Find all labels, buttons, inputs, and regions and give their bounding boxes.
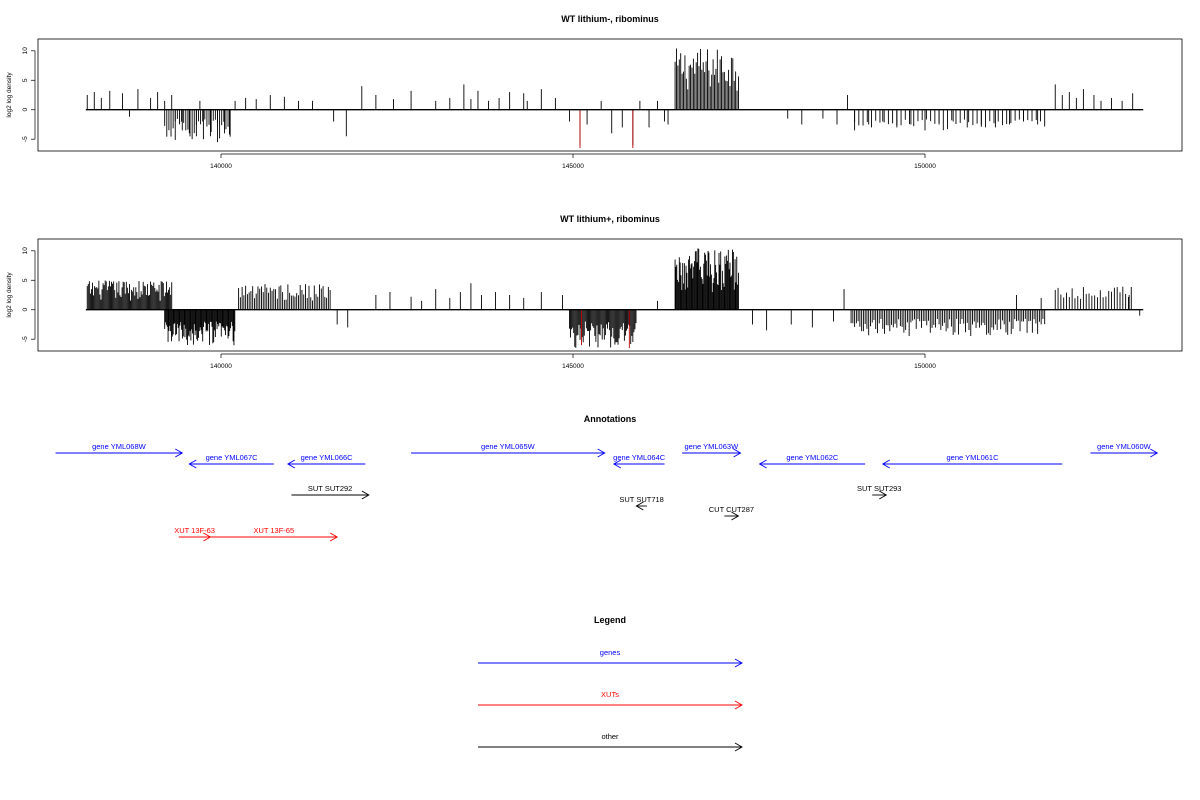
- annotation-gene: gene YML064C: [612, 453, 666, 469]
- annotation-other: SUT SUT292: [291, 484, 370, 500]
- arrow-head: [361, 490, 370, 500]
- legend: Legend genes XUTs other: [478, 615, 743, 752]
- arrow-head: [1150, 448, 1159, 458]
- y-tick-label: 0: [22, 308, 29, 312]
- panel-2-ylabel: log2 log density: [6, 272, 13, 318]
- annotation-label: XUT 13F-65: [253, 526, 294, 535]
- x-tick-label: 150000: [914, 163, 936, 170]
- y-tick-label: -5: [22, 336, 29, 342]
- arrow-head: [734, 700, 743, 710]
- annotation-label: gene YML060W: [1097, 442, 1152, 451]
- legend-item: other: [478, 732, 743, 752]
- legend-title: Legend: [594, 615, 626, 625]
- arrow-head: [612, 459, 622, 469]
- annotation-gene: gene YML060W: [1090, 442, 1159, 458]
- arrow-head: [188, 459, 197, 469]
- panel-2-yaxis: -5 0 5 10: [22, 247, 36, 342]
- arrow-head: [879, 490, 888, 500]
- arrow-head: [758, 459, 767, 469]
- arrow-head: [734, 742, 743, 752]
- x-tick-label: 140000: [210, 163, 232, 170]
- annotation-label: gene YML062C: [786, 453, 839, 462]
- arrow-head: [731, 511, 740, 521]
- annotation-label: gene YML068W: [92, 442, 147, 451]
- y-tick-label: 0: [22, 108, 29, 112]
- panel-1-frame: [37, 38, 1183, 152]
- annotation-gene: gene YML061C: [881, 453, 1063, 469]
- annotation-gene: gene YML066C: [286, 453, 366, 469]
- annotation-label: CUT CUT287: [709, 505, 754, 514]
- annotation-gene: gene YML065W: [411, 442, 606, 458]
- panel-2-frame: [37, 238, 1183, 352]
- x-tick-label: 145000: [562, 363, 584, 370]
- panel-1-bars: [85, 48, 1144, 149]
- arrow-head: [734, 658, 743, 668]
- y-tick-label: -5: [22, 136, 29, 142]
- arrow-head: [175, 448, 184, 458]
- legend-item: XUTs: [478, 690, 743, 710]
- panel-2-xaxis: 140000 145000 150000: [210, 353, 936, 370]
- y-tick-label: 10: [22, 247, 29, 255]
- annotation-label: SUT SUT718: [619, 495, 663, 504]
- x-tick-label: 145000: [562, 163, 584, 170]
- panel-2-title: WT lithium+, ribominus: [560, 214, 660, 224]
- annotation-label: gene YML067C: [206, 453, 259, 462]
- arrow-head: [881, 459, 890, 469]
- y-tick-label: 10: [22, 47, 29, 55]
- legend-label: XUTs: [601, 690, 619, 699]
- annotation-gene: gene YML067C: [188, 453, 274, 469]
- panel-1-xaxis: 140000 145000 150000: [210, 153, 936, 170]
- arrow-head: [286, 459, 296, 469]
- annotation-label: SUT SUT293: [857, 484, 901, 493]
- annotation-label: gene YML064C: [613, 453, 666, 462]
- arrow-head: [733, 448, 742, 458]
- annotation-label: gene YML063W: [685, 442, 740, 451]
- annotation-gene: gene YML063W: [682, 442, 742, 458]
- panel-1-ylabel: log2 log density: [6, 72, 13, 118]
- arrow-head: [329, 532, 339, 542]
- legend-label: other: [601, 732, 619, 741]
- annotation-gene: gene YML068W: [55, 442, 184, 458]
- legend-items: genes XUTs other: [478, 648, 743, 752]
- panel-2-bars: [85, 248, 1144, 349]
- annotation-label: gene YML066C: [301, 453, 354, 462]
- legend-item: genes: [478, 648, 743, 668]
- y-tick-label: 5: [22, 278, 29, 282]
- annotation-xut: XUT 13F-65: [210, 526, 339, 542]
- x-tick-label: 150000: [914, 363, 936, 370]
- annotation-arrows: gene YML068W gene YML067C gene YML066C gene…: [55, 442, 1159, 542]
- annotation-other: CUT CUT287: [709, 505, 754, 521]
- annotations-title: Annotations: [584, 414, 637, 424]
- x-tick-label: 140000: [210, 363, 232, 370]
- panel-2: WT lithium+, ribominus log2 log density …: [6, 214, 1183, 370]
- annotation-label: XUT 13F-63: [174, 526, 215, 535]
- panel-1-title: WT lithium-, ribominus: [561, 14, 659, 24]
- annotation-other: SUT SUT293: [857, 484, 901, 500]
- annotation-label: gene YML061C: [947, 453, 1000, 462]
- panel-1: WT lithium-, ribominus log2 log density …: [6, 14, 1183, 170]
- arrow-head: [597, 448, 606, 458]
- arrow-head: [635, 501, 644, 511]
- legend-label: genes: [600, 648, 621, 657]
- annotation-other: SUT SUT718: [619, 495, 664, 511]
- panel-1-yaxis: -5 0 5 10: [22, 47, 36, 142]
- annotation-label: SUT SUT292: [308, 484, 352, 493]
- y-tick-label: 5: [22, 78, 29, 82]
- annotation-gene: gene YML062C: [758, 453, 866, 469]
- annotation-label: gene YML065W: [481, 442, 536, 451]
